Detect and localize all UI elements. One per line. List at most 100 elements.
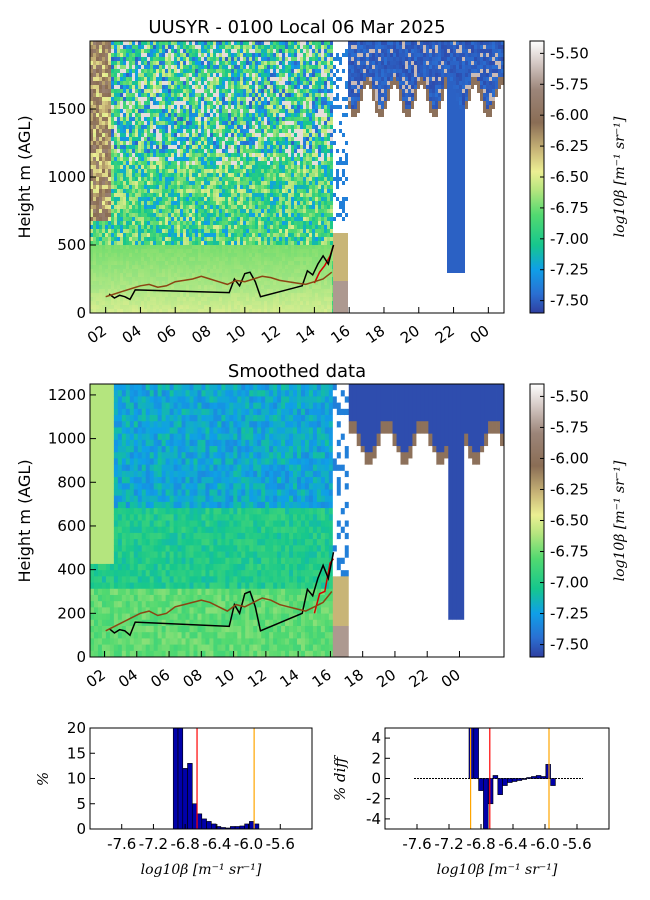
raw-y-ticks: 0 500 1000 1500 [48, 100, 96, 322]
diff-bar [545, 764, 551, 779]
hist-bar [211, 823, 217, 830]
y-tick-label: 500 [57, 236, 86, 254]
diff-bar [497, 778, 503, 795]
colorbar-tick-label: -6.00 [550, 449, 589, 467]
x-tick-label: -7.6 [402, 835, 431, 853]
diff-bar [550, 778, 556, 786]
y-tick-label: 5 [76, 795, 86, 813]
x-tick-label: 14 [276, 666, 302, 692]
x-tick-label: 04 [115, 666, 141, 692]
colorbar-tick-label: -6.00 [550, 106, 589, 124]
colorbar-tick-label: -5.75 [550, 418, 589, 436]
y-tick-label: 1200 [48, 386, 86, 404]
black-layer-line [108, 244, 335, 301]
diff-bar [507, 778, 513, 783]
raw-panel: UUSYR - 0100 Local 06 Mar 2025 050010001… [15, 17, 628, 347]
diff-bar [502, 778, 508, 786]
x-tick-label: 02 [83, 666, 109, 692]
y-tick-label: 10 [67, 770, 86, 788]
x-tick-label: -6.4 [498, 835, 527, 853]
raw-layer-lines [105, 244, 335, 301]
x-tick-label: 10 [223, 322, 249, 348]
x-tick-label: -6.0 [234, 835, 263, 853]
y-tick-label: 0 [76, 304, 86, 322]
diff-bars [468, 727, 556, 830]
diff-bar [511, 778, 518, 782]
raw-ylabel: Height m (AGL) [15, 115, 34, 238]
colorbar-tick-label: -6.25 [550, 137, 589, 155]
x-tick-label: 08 [180, 666, 206, 692]
x-tick-label: 12 [244, 666, 270, 692]
diff-panel: 420-2-4 -7.6 -7.2 -6.8 -6.4 -6.0 -5.6 % diff … [331, 727, 610, 878]
diff-bar [535, 775, 542, 779]
diff-x-ticks: -7.6 -7.2 -6.8 -6.4 -6.0 -5.6 [402, 824, 592, 853]
colorbar-tick-label: -6.50 [550, 168, 589, 186]
diff-bar [540, 776, 547, 779]
x-tick-label: -7.2 [434, 835, 463, 853]
diff-bar [483, 778, 489, 830]
hist-y-ticks: 0 5 10 15 20 [67, 719, 95, 838]
hist-xlabel: log10β [m⁻¹ sr⁻¹] [141, 862, 262, 878]
diff-bar [492, 775, 499, 779]
raw-colorbar-label: log10β [m⁻¹ sr⁻¹] [612, 116, 628, 237]
x-tick-label: 04 [119, 322, 145, 348]
x-tick-label: 16 [328, 322, 354, 348]
diff-bar [473, 727, 479, 779]
diff-xlabel: log10β [m⁻¹ sr⁻¹] [437, 862, 558, 878]
diff-y-ticks: 4 2 0 -2 -4 [366, 729, 390, 828]
hist-bar [253, 823, 260, 830]
x-tick-label: 22 [406, 666, 432, 692]
smoothed-layer-lines [105, 552, 335, 637]
x-tick-label: 20 [373, 666, 399, 692]
diff-bar [521, 778, 527, 780]
y-tick-label: 0 [76, 648, 86, 666]
raw-title: UUSYR - 0100 Local 06 Mar 2025 [148, 17, 445, 38]
x-tick-label: -7.2 [139, 835, 168, 853]
smoothed-heatmap [90, 384, 504, 657]
smoothed-colorbar-ticks: -5.50 -5.75 -6.00 -6.25 -6.50 -6.75 -7.00 -7.25… [540, 387, 589, 654]
colorbar-tick-label: -5.75 [550, 75, 589, 93]
x-tick-label: -5.6 [266, 835, 295, 853]
diff-bar [526, 777, 532, 779]
hist-bar [201, 818, 207, 830]
colorbar-tick-label: -6.75 [550, 543, 589, 561]
y-tick-label: 20 [67, 719, 86, 737]
colorbar-tick-label: -5.50 [550, 44, 589, 62]
hist-bar [182, 768, 188, 830]
hist-bar [191, 803, 198, 830]
x-tick-label: 20 [397, 322, 423, 348]
hist-bar [249, 821, 255, 830]
x-tick-label: 18 [341, 666, 367, 692]
colorbar-tick-label: -7.50 [550, 636, 589, 654]
brown-layer-line [105, 591, 333, 632]
colorbar-tick-label: -7.50 [550, 292, 589, 310]
smoothed-title: Smoothed data [228, 361, 366, 382]
x-tick-label: 06 [154, 322, 180, 348]
y-tick-label: 0 [76, 820, 86, 838]
colorbar-tick-label: -6.75 [550, 199, 589, 217]
diff-ylabel: % diff [331, 755, 349, 801]
smoothed-frame [89, 383, 505, 658]
x-tick-label: 10 [212, 666, 238, 692]
x-tick-label: 08 [188, 322, 214, 348]
x-tick-label: 02 [84, 322, 110, 348]
diff-bar [478, 778, 484, 791]
y-tick-label: 1500 [48, 100, 86, 118]
x-tick-label: 14 [293, 322, 319, 348]
y-tick-label: 800 [57, 473, 86, 491]
diff-bar [531, 776, 537, 779]
y-tick-label: 400 [57, 561, 86, 579]
colorbar-tick-label: -7.25 [550, 605, 589, 623]
x-tick-label: -6.8 [466, 835, 495, 853]
x-tick-label: -6.4 [202, 835, 231, 853]
colorbar-tick-label: -5.50 [550, 387, 589, 405]
black-layer-line [108, 552, 335, 637]
x-tick-label: -5.6 [562, 835, 591, 853]
raw-colorbar: -5.50 -5.75 -6.00 -6.25 -6.50 -6.75 -7.00 -7.25… [529, 40, 628, 314]
smoothed-heatmap-cells [90, 384, 504, 657]
y-tick-label: -4 [366, 810, 381, 828]
diff-bar [468, 727, 475, 779]
colorbar-tick-label: -7.00 [550, 574, 589, 592]
hist-vlines [196, 728, 255, 829]
smoothed-y-ticks: 0 200 400 600 800 1000 1200 [48, 386, 96, 666]
